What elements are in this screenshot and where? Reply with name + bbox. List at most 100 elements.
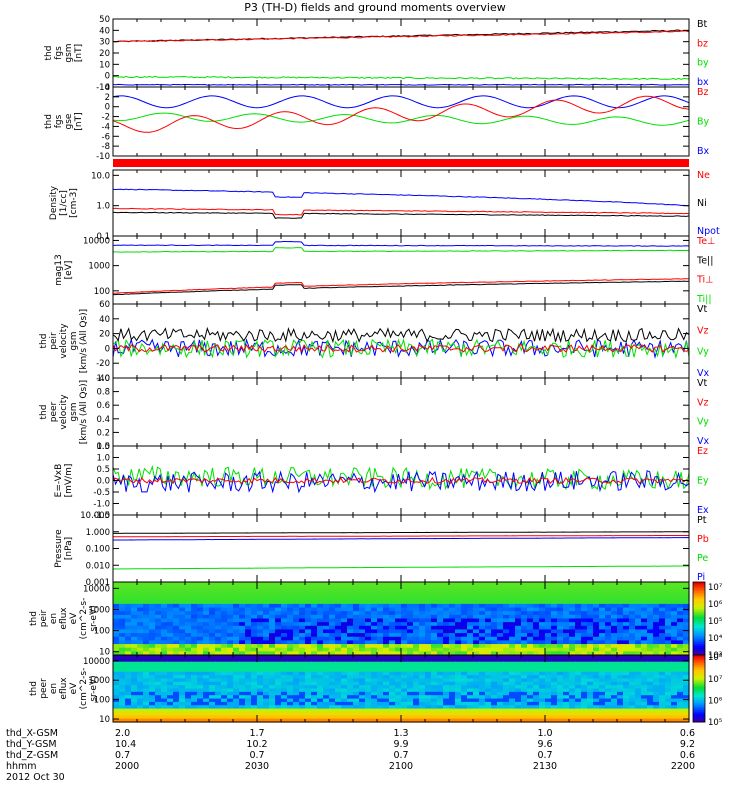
spectrogram-cell <box>233 691 240 696</box>
spectrogram-cell <box>629 625 636 631</box>
spectrogram-cell <box>329 655 336 659</box>
spectrogram-cell <box>611 603 618 609</box>
spectrogram-cell <box>503 668 510 673</box>
spectrogram-cell <box>251 603 258 609</box>
spectrogram-cell <box>173 715 180 720</box>
spectrogram-cell <box>527 589 534 594</box>
spectrogram-cell <box>587 611 594 616</box>
spectrogram-cell <box>449 691 456 696</box>
legend-entry: Pt <box>697 515 707 526</box>
spectrogram-cell <box>263 592 270 598</box>
colorbar-swatch <box>693 589 705 592</box>
spectrogram-cell <box>329 708 336 713</box>
spectrogram-cell <box>395 708 402 713</box>
spectrogram-cell <box>143 688 150 693</box>
spectrogram-cell <box>125 685 132 690</box>
spectrogram-cell <box>215 625 222 631</box>
spectrogram-cell <box>257 636 264 641</box>
spectrogram-cell <box>401 622 408 627</box>
y-tick-label: -0.5 <box>93 488 110 498</box>
spectrogram-cell <box>437 629 444 634</box>
spectrogram-cell <box>443 655 450 659</box>
spectrogram-cell <box>641 651 648 656</box>
spectrogram-cell <box>617 644 624 649</box>
spectrogram-cell <box>497 661 504 666</box>
y-axis-label: [nT] <box>74 44 84 62</box>
spectrogram-cell <box>143 661 150 666</box>
spectrogram-cell <box>569 658 576 663</box>
spectrogram-cell <box>473 661 480 666</box>
spectrogram-cell <box>569 671 576 676</box>
spectrogram-cell <box>617 651 624 656</box>
spectrogram-cell <box>311 629 318 634</box>
x-tick-label: 10.4 <box>115 739 136 750</box>
spectrogram-cell <box>647 582 654 587</box>
spectrogram-cell <box>581 661 588 666</box>
spectrogram-cell <box>227 678 234 683</box>
spectrogram-cell <box>413 695 420 700</box>
spectrogram-cell <box>167 633 174 638</box>
spectrogram-cell <box>539 695 546 700</box>
spectrogram-cell <box>383 718 390 723</box>
spectrogram-cell <box>239 658 246 663</box>
spectrogram-cell <box>347 678 354 683</box>
spectrogram-cell <box>539 614 546 620</box>
spectrogram-cell <box>341 678 348 683</box>
y-axis-label: [nPa] <box>64 537 74 560</box>
spectrogram-cell <box>329 685 336 690</box>
spectrogram-cell <box>209 665 216 669</box>
spectrogram-cell <box>683 661 690 666</box>
legend-entry: Ex <box>697 505 709 516</box>
spectrogram-cell <box>497 644 504 649</box>
spectrogram-cell <box>371 603 378 609</box>
spectrogram-cell <box>263 596 270 601</box>
spectrogram-cell <box>665 582 672 587</box>
spectrogram-cell <box>665 695 672 700</box>
spectrogram-cell <box>635 715 642 720</box>
spectrogram-cell <box>161 701 168 706</box>
spectrogram-cell <box>479 715 486 720</box>
spectrogram-cell <box>461 592 468 598</box>
spectrogram-cell <box>377 655 384 659</box>
spectrogram-cell <box>203 640 210 645</box>
spectrogram-cell <box>563 640 570 645</box>
spectrogram-cell <box>371 698 378 703</box>
spectrogram-cell <box>167 592 174 598</box>
spectrogram-cell <box>443 718 450 723</box>
spectrogram-cell <box>575 607 582 612</box>
spectrogram-cell <box>629 688 636 693</box>
spectrogram-cell <box>467 708 474 713</box>
spectrogram-cell <box>623 715 630 720</box>
spectrogram-cell <box>659 647 666 652</box>
spectrogram-cell <box>179 691 186 696</box>
spectrogram-cell <box>281 600 288 605</box>
colorbar-swatch <box>693 681 705 684</box>
spectrogram-cell <box>545 640 552 645</box>
spectrogram-cell <box>425 678 432 683</box>
spectrogram-cell <box>509 640 516 645</box>
spectrogram-cell <box>599 592 606 598</box>
spectrogram-cell <box>485 622 492 627</box>
spectrogram-cell <box>659 701 666 706</box>
spectrogram-cell <box>239 651 246 656</box>
spectrogram-cell <box>413 705 420 710</box>
spectrogram-cell <box>629 636 636 641</box>
spectrogram-cell <box>665 640 672 645</box>
spectrogram-cell <box>113 611 120 616</box>
spectrogram-cell <box>431 582 438 587</box>
y-tick-label: 0.0 <box>96 442 110 452</box>
spectrogram-cell <box>527 603 534 609</box>
spectrogram-cell <box>557 698 564 703</box>
spectrogram-cell <box>473 695 480 700</box>
spectrogram-cell <box>659 715 666 720</box>
spectrogram-cell <box>515 701 522 706</box>
spectrogram-cell <box>203 603 210 609</box>
spectrogram-cell <box>467 622 474 627</box>
spectrogram-cell <box>149 592 156 598</box>
spectrogram-cell <box>311 592 318 598</box>
spectrogram-cell <box>233 644 240 649</box>
colorbar-swatch <box>693 614 705 618</box>
spectrogram-cell <box>137 655 144 659</box>
spectrogram-cell <box>281 668 288 673</box>
spectrogram-cell <box>545 658 552 663</box>
